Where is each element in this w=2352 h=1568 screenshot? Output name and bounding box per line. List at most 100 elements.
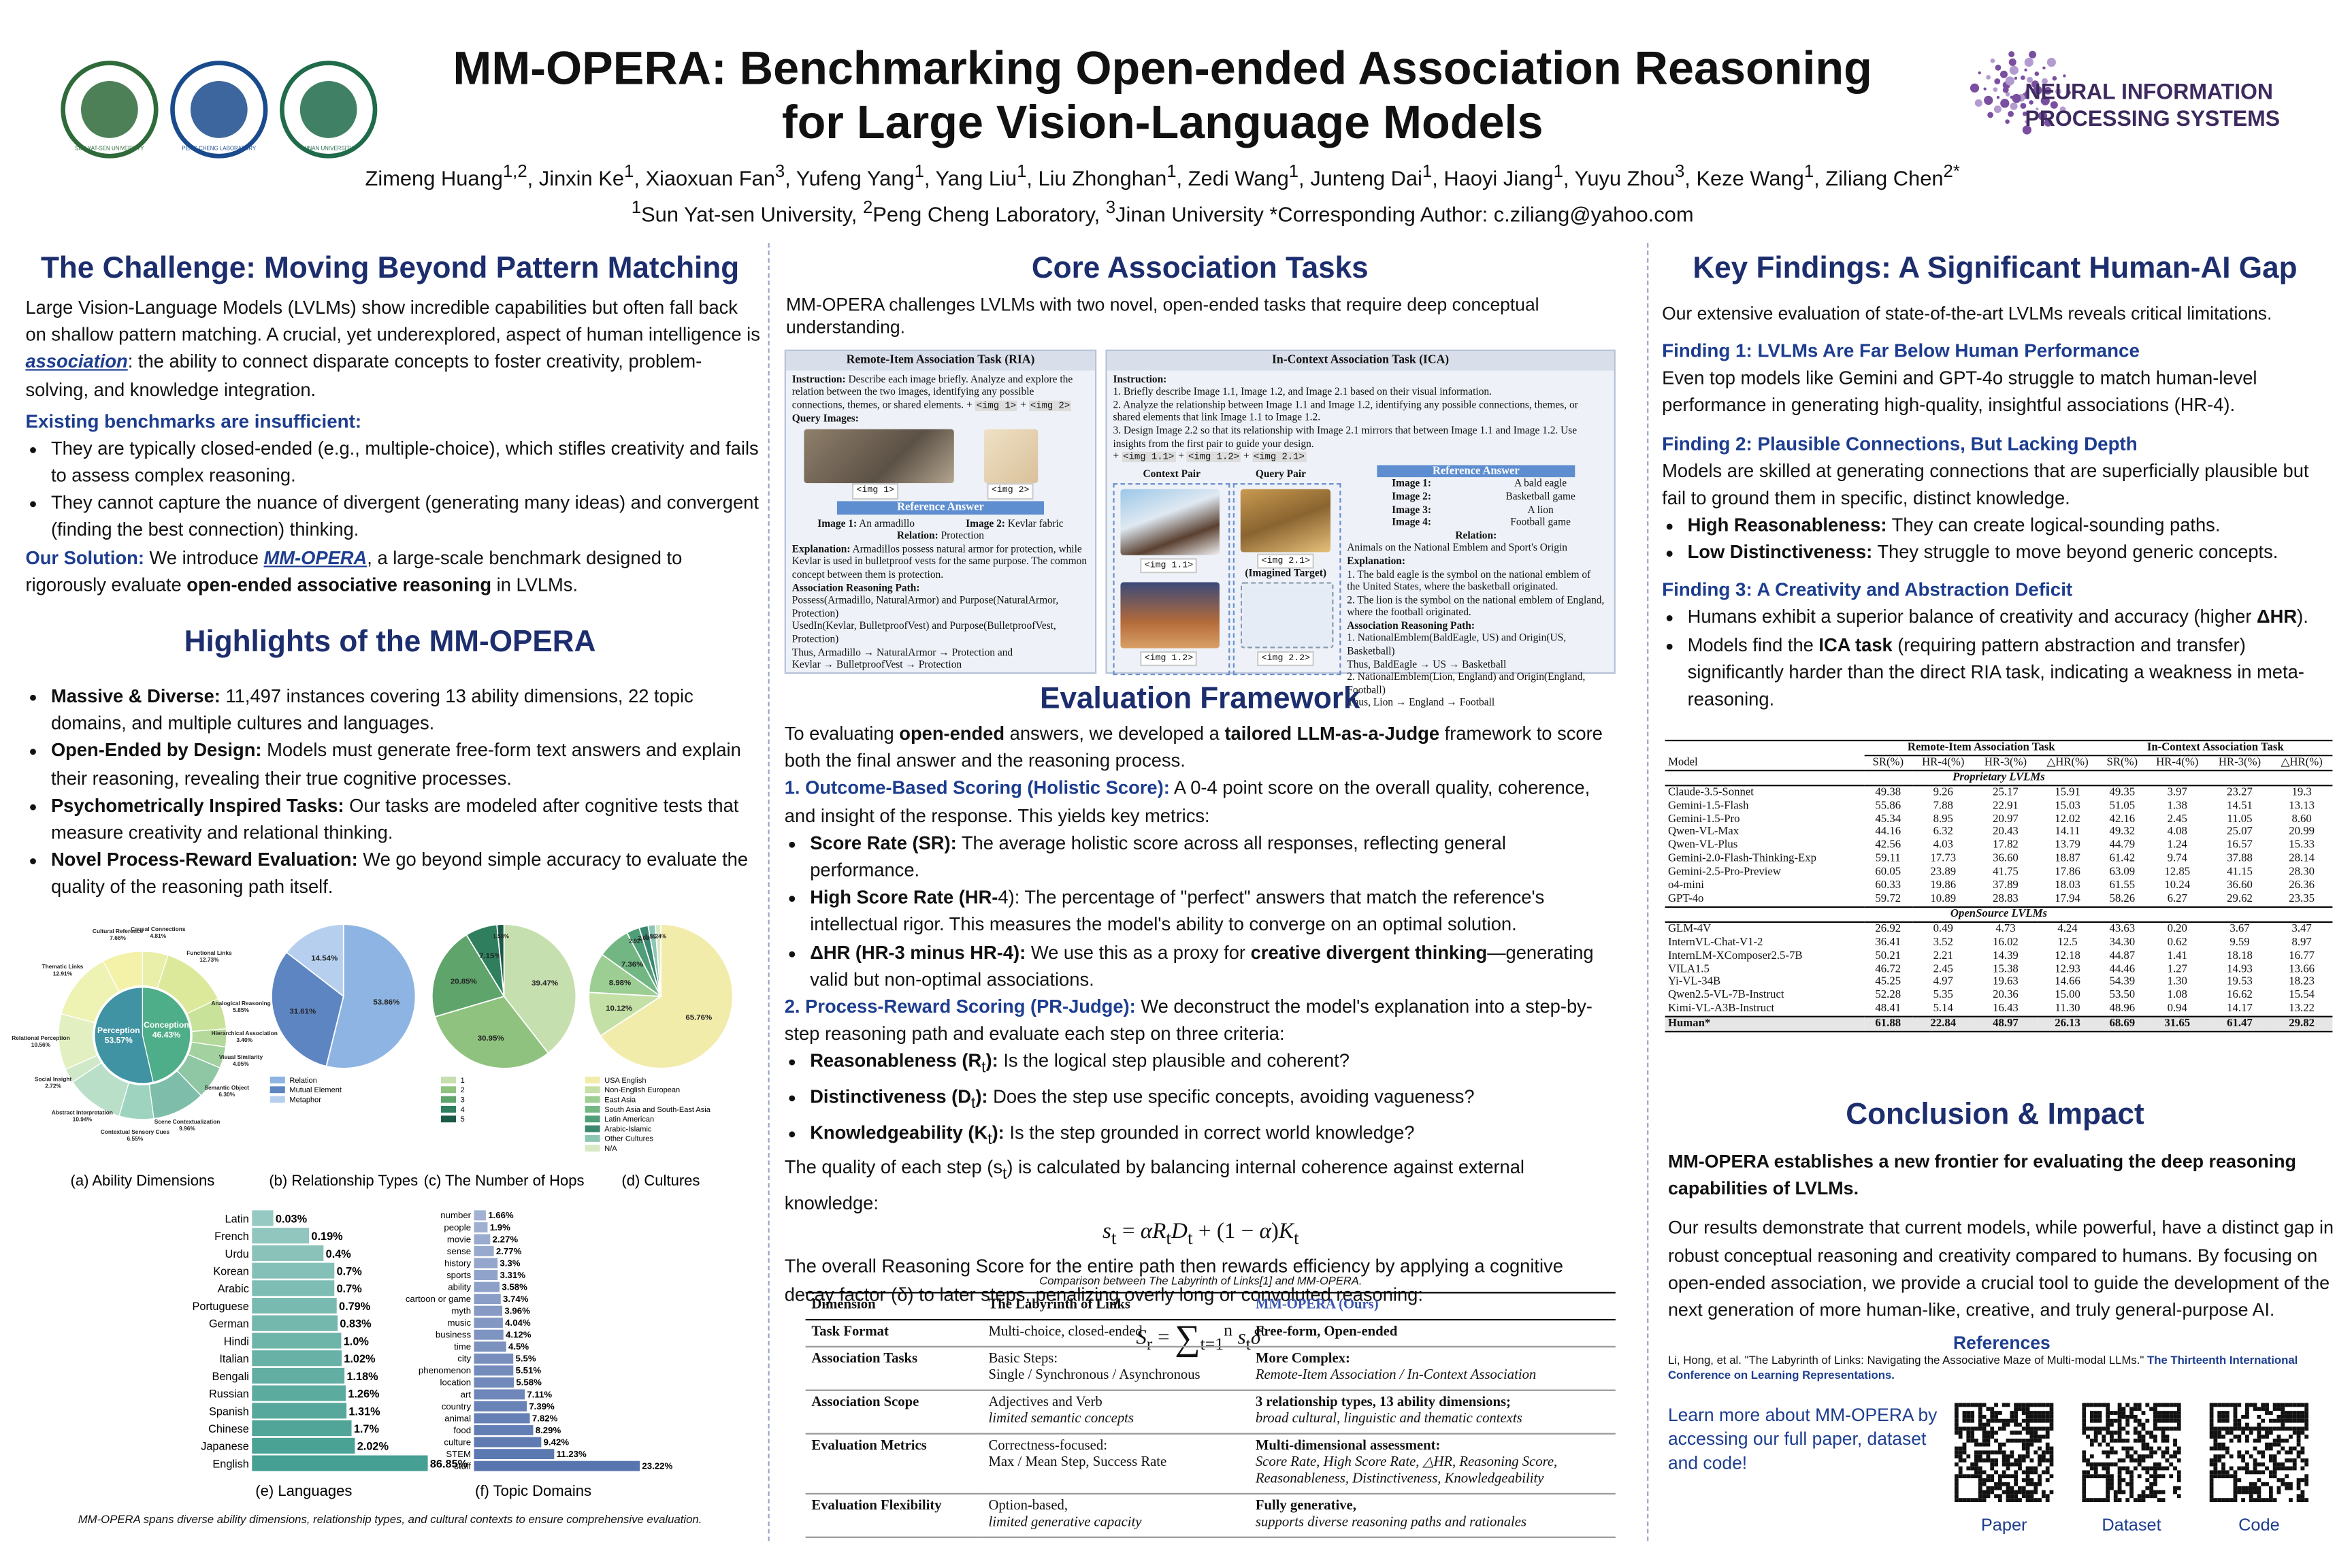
legend-label: N/A xyxy=(604,1145,617,1153)
value-label: 8.29% xyxy=(536,1425,561,1435)
qr-module xyxy=(2021,1418,2026,1423)
text-run: A 0-4 point score on the overall quality… xyxy=(784,777,1590,826)
qr-module xyxy=(2034,1435,2038,1439)
qr-module xyxy=(2165,1426,2170,1431)
explanation: 1. The bald eagle is the symbol on the n… xyxy=(1347,568,1605,620)
table-cell: 54.39 xyxy=(2109,974,2136,988)
value-label: 11.23% xyxy=(557,1449,587,1459)
table-cell: GPT-4o xyxy=(1667,891,1704,905)
qr-module xyxy=(1997,1486,2002,1490)
qr-module xyxy=(1962,1418,1967,1423)
cell-line: Basic Steps: xyxy=(988,1352,1058,1367)
qr-module xyxy=(2082,1414,2087,1419)
qr-module xyxy=(1982,1435,1987,1439)
qr-module xyxy=(2093,1403,2098,1407)
qr-module xyxy=(2117,1431,2122,1435)
text-run: Image 4: xyxy=(1392,516,1431,529)
qr-module xyxy=(2261,1435,2266,1439)
qr-module xyxy=(2157,1411,2161,1415)
qr-module xyxy=(2165,1450,2170,1455)
table-cell: 20.99 xyxy=(2289,824,2315,838)
qr-module xyxy=(2257,1426,2261,1431)
qr-module xyxy=(2281,1438,2285,1443)
qr-module xyxy=(2106,1431,2110,1435)
qr-module xyxy=(2038,1426,2042,1431)
qr-module xyxy=(2304,1418,2309,1423)
text-run: t xyxy=(987,1131,992,1149)
cell-line: Option-based, xyxy=(988,1499,1068,1514)
logo-dot xyxy=(1994,78,2001,84)
text-run: We deconstruct the model's explanation i… xyxy=(784,996,1592,1045)
qr-module xyxy=(2110,1438,2114,1443)
qr-module xyxy=(2002,1458,2006,1463)
table-row: Gemini-1.5-Flash 55.86 7.88 22.91 15.03 51.05… xyxy=(1665,798,2333,813)
table-cell: More Complex: Remote-Item Association / I… xyxy=(1250,1346,1616,1391)
qr-module xyxy=(2225,1418,2230,1423)
qr-module xyxy=(2113,1450,2118,1455)
qr-module xyxy=(2285,1414,2289,1419)
qr-module xyxy=(2153,1494,2157,1499)
qr-module xyxy=(2029,1470,2034,1475)
text-run: in LVLMs. xyxy=(491,574,578,595)
qr-module xyxy=(2281,1403,2285,1407)
qr-module xyxy=(2141,1466,2146,1471)
qr-module xyxy=(2121,1490,2126,1494)
qr-module xyxy=(2097,1474,2102,1479)
qr-module xyxy=(2261,1482,2266,1486)
table-cell: 61.47 xyxy=(2227,1015,2253,1030)
group-header: Remote-Item Association Task xyxy=(1864,740,2099,757)
logo-dot xyxy=(2021,75,2025,80)
table-row: Evaluation Flexibility Option-based, limit… xyxy=(805,1493,1616,1538)
qr-module xyxy=(2113,1462,2118,1467)
qr-module xyxy=(2233,1490,2238,1494)
slice-label: 1.59% xyxy=(645,933,662,940)
qr-module xyxy=(1958,1431,1963,1435)
qr-module xyxy=(2268,1474,2273,1479)
qr-module xyxy=(2176,1486,2181,1490)
text-run: Models find the xyxy=(1687,634,1819,655)
qr-module xyxy=(2225,1498,2230,1503)
qr-module xyxy=(1986,1431,1991,1435)
qr-module xyxy=(2209,1407,2214,1411)
text-run: 1 xyxy=(1288,162,1299,182)
table-cell: Task Format xyxy=(805,1320,983,1348)
text-run: Zimeng Huang xyxy=(365,165,503,191)
cell-line: limited semantic concepts xyxy=(988,1411,1134,1427)
slice-label: 2.92% xyxy=(629,937,645,944)
qr-module xyxy=(2209,1494,2214,1499)
qr-module xyxy=(1978,1414,1982,1419)
qr-module xyxy=(2276,1438,2281,1443)
qr-module xyxy=(2268,1426,2273,1431)
logo-dot xyxy=(2050,101,2058,109)
text-run: Peng Cheng Laboratory, xyxy=(872,201,1106,227)
qr-module xyxy=(2281,1414,2285,1419)
legend-label: 2 xyxy=(461,1086,465,1094)
qr-module xyxy=(2002,1426,2006,1431)
legend-swatch xyxy=(441,1105,457,1113)
logo-dot xyxy=(2046,57,2056,67)
logo-dot xyxy=(2040,96,2050,105)
qr-module xyxy=(1954,1482,1959,1486)
qr-module xyxy=(2117,1414,2122,1419)
segment-label: Relational Perception xyxy=(12,1034,69,1041)
text-run: 1 xyxy=(1422,162,1433,182)
qr-module xyxy=(2041,1490,2046,1494)
qr-module xyxy=(2014,1462,2019,1467)
qr-module xyxy=(2249,1486,2253,1490)
logo-inner xyxy=(299,81,357,138)
qr-module xyxy=(2041,1454,2046,1458)
qr-module xyxy=(1986,1450,1991,1455)
table-cell: 59.11 xyxy=(1875,851,1901,865)
qr-module xyxy=(2300,1490,2305,1494)
qr-module xyxy=(2021,1494,2026,1499)
qr-module xyxy=(1954,1478,1959,1482)
qr-module xyxy=(2149,1446,2154,1451)
qr-module xyxy=(1970,1498,1975,1503)
qr-module xyxy=(1974,1454,1978,1458)
qr-module xyxy=(2233,1498,2238,1503)
qr-module xyxy=(2129,1446,2134,1451)
qr-module xyxy=(2093,1498,2098,1503)
text-run: 3 xyxy=(774,162,785,182)
query-images: <img 1> <img 2> xyxy=(792,426,1089,500)
qr-module xyxy=(2249,1426,2253,1431)
